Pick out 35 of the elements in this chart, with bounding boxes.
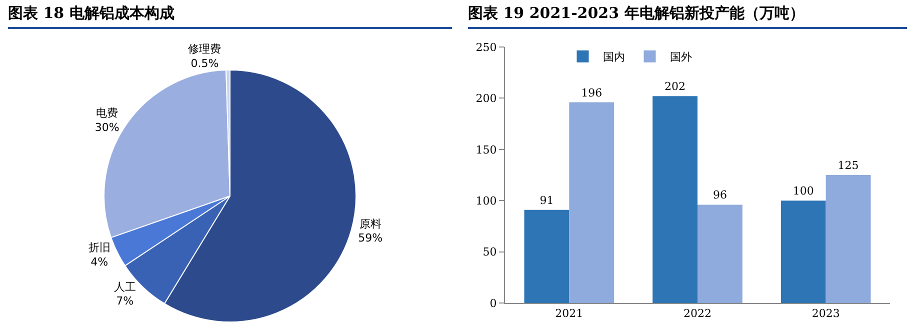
data-label: 91 [540, 194, 554, 207]
slice-label: 电费 [96, 106, 118, 120]
slice-label: 人工 [114, 280, 136, 294]
y-tick-label: 200 [476, 92, 497, 106]
bar [698, 204, 742, 303]
data-label: 125 [838, 159, 859, 172]
y-tick-label: 100 [476, 194, 497, 208]
x-tick-label: 2023 [812, 307, 840, 320]
data-label: 196 [581, 86, 602, 100]
data-label: 30% [94, 120, 120, 134]
legend-label: 国内 [602, 50, 625, 64]
legend-label: 国外 [670, 50, 692, 64]
data-label: 100 [792, 184, 814, 198]
data-label: 7% [116, 294, 134, 308]
x-tick-label: 2021 [555, 307, 584, 320]
data-label: 202 [664, 80, 686, 94]
x-tick-label: 2022 [684, 307, 712, 320]
y-tick-label: 250 [476, 40, 497, 54]
bar [569, 102, 614, 303]
bar [652, 96, 698, 303]
slice-label: 修理费 [188, 42, 222, 56]
bar [524, 210, 570, 303]
y-tick-label: 0 [490, 296, 497, 310]
y-tick-label: 50 [482, 246, 497, 259]
slice-label: 原料 [359, 217, 382, 230]
chart-title: 图表 18 电解铝成本构成 [8, 4, 176, 24]
y-tick-label: 150 [476, 143, 497, 156]
data-label: 96 [712, 188, 727, 202]
chart-title: 图表 19 2021-2023 年电解铝新投产能（万吨） [468, 4, 806, 24]
slice-label: 折旧 [88, 241, 110, 254]
bar [826, 175, 871, 303]
data-label: 0.5% [190, 57, 219, 70]
data-label: 59% [358, 232, 383, 245]
data-label: 4% [90, 255, 108, 268]
bar [780, 200, 826, 303]
